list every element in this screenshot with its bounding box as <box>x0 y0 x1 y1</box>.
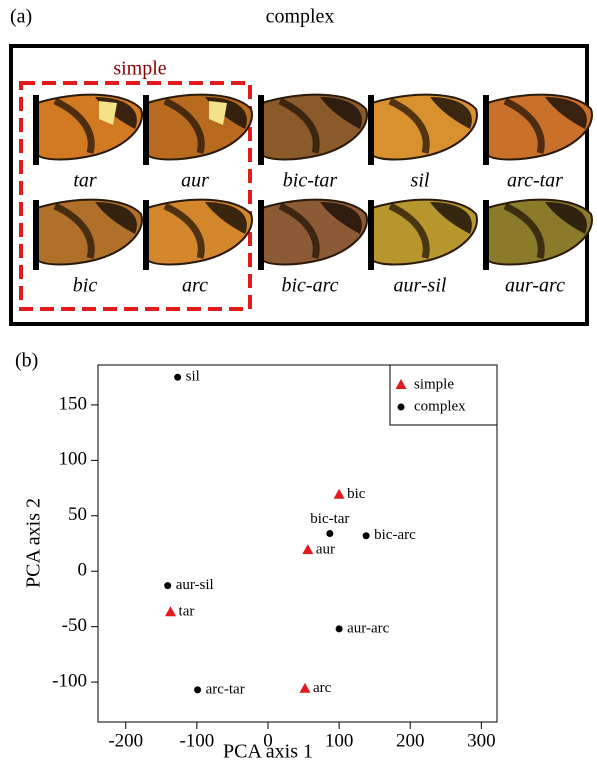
wing: aur <box>143 95 252 192</box>
point <box>165 606 176 616</box>
point <box>363 532 370 539</box>
point-label: aur <box>316 542 335 558</box>
point <box>334 489 345 499</box>
point-label: bic-tar <box>310 511 349 527</box>
point-label: arc <box>313 680 332 696</box>
wing: arc-tar <box>483 95 592 192</box>
wing: arc <box>143 200 252 297</box>
wing: bic-tar <box>258 95 367 192</box>
wing-bar <box>33 200 39 270</box>
panel-label: (a) <box>10 6 32 28</box>
panel-title: complex <box>266 6 335 28</box>
wing: aur-arc <box>483 200 592 297</box>
point <box>326 530 333 537</box>
wing: sil <box>368 95 477 192</box>
wing-bar <box>483 95 489 165</box>
wing-label: arc-tar <box>507 170 563 192</box>
y-tick-label: 150 <box>59 393 88 414</box>
wing: bic-arc <box>258 200 367 297</box>
y-tick-label: -50 <box>62 615 87 636</box>
x-tick-label: 0 <box>263 730 273 751</box>
point-label: bic-arc <box>374 527 416 543</box>
wing-label: bic-tar <box>283 170 338 192</box>
wing-label: aur-arc <box>505 275 565 297</box>
wing: bic <box>33 200 142 297</box>
x-tick-label: 300 <box>467 730 496 751</box>
wing-label: tar <box>73 170 97 192</box>
point-label: tar <box>179 604 195 620</box>
wing-bar <box>483 200 489 270</box>
figure: (a) complex simple tar aur bic-tar sil arc-t… <box>0 0 597 766</box>
point-label: bic <box>347 486 366 502</box>
wing-bar <box>368 95 374 165</box>
point <box>299 683 310 693</box>
y-tick-label: 50 <box>68 504 87 525</box>
x-tick-label: 100 <box>325 730 354 751</box>
wing-label: aur-sil <box>394 275 447 297</box>
legend-label: complex <box>414 398 466 414</box>
wing-label: aur <box>181 170 209 192</box>
x-tick-label: 200 <box>396 730 425 751</box>
x-tick-label: -200 <box>108 730 143 751</box>
point <box>194 686 201 693</box>
legend-label: simple <box>414 376 454 392</box>
wing-label: arc <box>182 275 208 297</box>
wing-label: sil <box>411 170 430 192</box>
y-tick-label: 100 <box>59 449 88 470</box>
point-label: aur-arc <box>347 620 390 636</box>
point-label: arc-tar <box>206 681 245 697</box>
y-tick-label: -100 <box>52 670 87 691</box>
point-label: sil <box>186 369 200 385</box>
point <box>336 625 343 632</box>
point-label: aur-sil <box>176 577 214 593</box>
wing-bar <box>258 95 264 165</box>
wing-bar <box>143 200 149 270</box>
wing-bar <box>258 200 264 270</box>
legend-box <box>390 365 497 425</box>
simple-label: simple <box>113 58 166 80</box>
y-axis-label: PCA axis 2 <box>23 498 45 588</box>
wing-bar <box>143 95 149 165</box>
wing-bar <box>33 95 39 165</box>
wing-label: bic <box>73 275 98 297</box>
wing-label: bic-arc <box>281 275 338 297</box>
panel-label: (b) <box>15 350 38 372</box>
wing: tar <box>33 95 142 192</box>
x-tick-label: -100 <box>179 730 214 751</box>
y-tick-label: 0 <box>78 560 88 581</box>
point <box>302 544 313 554</box>
point <box>174 374 181 381</box>
wing-images: tar aur bic-tar sil arc-tar bic arc bic-arc aur-… <box>33 95 592 297</box>
legend-marker <box>398 404 405 411</box>
wing: aur-sil <box>368 200 477 297</box>
point <box>164 582 171 589</box>
wing-bar <box>368 200 374 270</box>
